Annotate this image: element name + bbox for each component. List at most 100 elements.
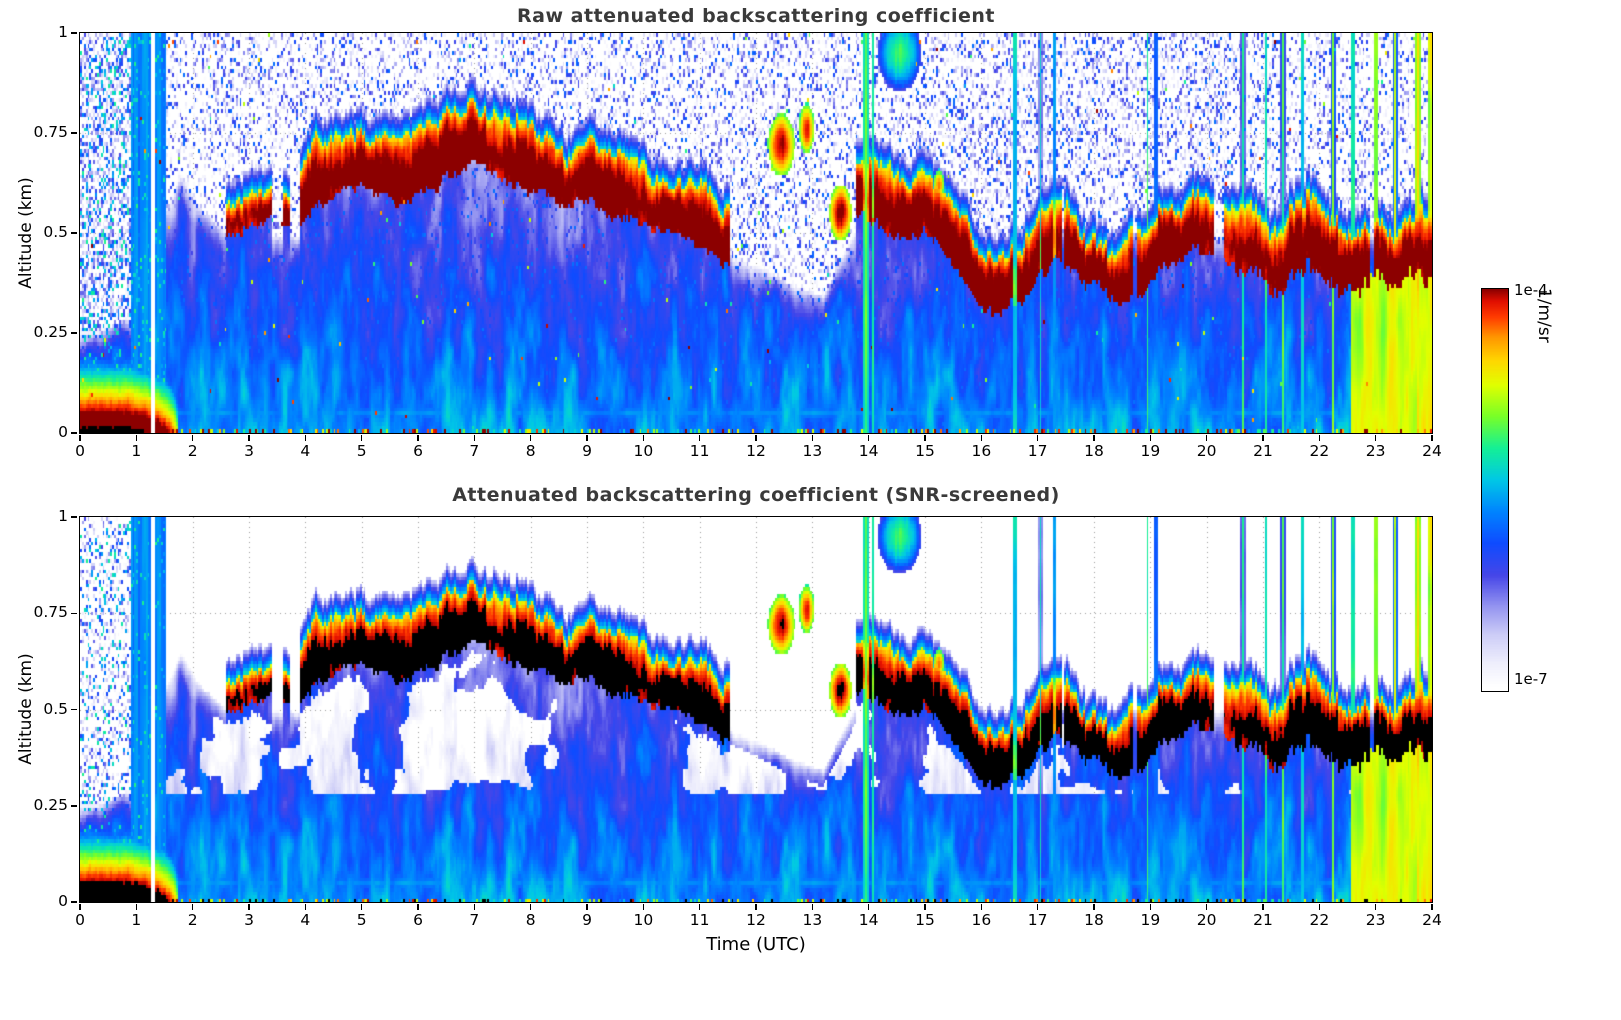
x-tick-label: 9	[582, 442, 592, 460]
x-tick-label: 15	[915, 442, 935, 460]
x-tick-label: 17	[1027, 442, 1048, 460]
x-tick-label: 13	[802, 911, 823, 929]
x-tick-label: 1	[131, 911, 142, 929]
x-tick-label: 20	[1196, 911, 1217, 929]
x-tick	[586, 903, 588, 910]
x-tick	[191, 903, 194, 910]
x-tick	[248, 903, 250, 910]
y-tick	[71, 432, 77, 434]
x-tick-label: 0	[75, 911, 85, 929]
x-tick-label: 12	[746, 911, 766, 929]
y-tick	[71, 901, 77, 903]
x-tick-label: 16	[971, 911, 992, 929]
x-tick	[135, 903, 138, 910]
x-tick	[867, 903, 870, 910]
x-tick-label: 4	[300, 911, 311, 929]
x-tick-label: 14	[858, 911, 879, 929]
x-tick-label: 23	[1365, 911, 1386, 929]
x-tick-label: 6	[413, 911, 423, 929]
x-tick	[191, 434, 194, 441]
x-tick	[586, 434, 588, 441]
x-tick-label: 18	[1084, 442, 1104, 460]
x-tick	[417, 434, 419, 441]
x-tick-label: 17	[1027, 911, 1048, 929]
x-tick-label: 7	[469, 442, 480, 460]
x-tick	[473, 903, 476, 910]
x-tick-label: 21	[1253, 911, 1273, 929]
y-tick	[71, 612, 77, 614]
x-tick	[1262, 903, 1264, 910]
x-tick	[1036, 903, 1039, 910]
screened-heatmap-canvas	[79, 516, 1432, 902]
x-tick	[135, 434, 138, 441]
y-tick	[71, 332, 77, 334]
panel-title-raw: Raw attenuated backscattering coefficien…	[517, 5, 995, 27]
x-tick-label: 11	[689, 442, 710, 460]
x-tick	[248, 434, 250, 441]
y-tick	[71, 708, 77, 711]
x-tick-label: 1	[131, 442, 142, 460]
y-tick	[71, 232, 77, 234]
x-tick	[1318, 434, 1321, 441]
x-tick-label: 23	[1365, 442, 1386, 460]
x-tick-label: 9	[582, 911, 592, 929]
x-tick	[360, 903, 363, 910]
x-tick	[980, 903, 983, 910]
x-tick-label: 2	[187, 442, 198, 460]
y-tick-label: 0.75	[33, 123, 68, 141]
x-tick-label: 3	[244, 442, 254, 460]
x-tick	[79, 903, 81, 910]
heatmap-panel-screened	[78, 515, 1433, 903]
colorbar-min-label: 1e-7	[1514, 670, 1548, 688]
x-tick-label: 3	[244, 911, 254, 929]
x-tick	[642, 903, 645, 910]
x-tick-label: 14	[858, 442, 879, 460]
x-tick	[698, 434, 701, 441]
x-tick	[79, 434, 81, 441]
x-tick	[1149, 434, 1152, 441]
x-tick	[1318, 903, 1321, 910]
x-tick	[642, 434, 645, 441]
x-tick-label: 22	[1309, 911, 1330, 929]
x-tick	[529, 903, 532, 910]
y-tick-label: 0.75	[33, 603, 68, 622]
x-tick	[417, 903, 419, 910]
colorbar-unit-label: 1/m/sr	[1534, 288, 1554, 343]
x-tick-label: 7	[469, 911, 480, 929]
x-tick-label: 10	[633, 911, 654, 929]
y-tick-label: 0.5	[43, 223, 68, 241]
panel-title-screened: Attenuated backscattering coefficient (S…	[452, 484, 1060, 506]
x-tick	[698, 903, 701, 910]
x-tick	[1431, 903, 1433, 910]
x-tick-label: 13	[802, 442, 823, 460]
x-tick	[1093, 434, 1095, 441]
x-tick-label: 4	[300, 442, 311, 460]
x-tick-label: 12	[746, 442, 766, 460]
y-tick	[71, 516, 77, 518]
x-tick	[1374, 903, 1377, 910]
x-tick	[304, 434, 307, 441]
x-tick	[304, 903, 307, 910]
x-tick-label: 10	[633, 442, 654, 460]
x-tick-label: 19	[1140, 911, 1161, 929]
x-tick	[360, 434, 363, 441]
y-tick-label: 0	[58, 423, 68, 441]
x-tick	[755, 434, 757, 441]
x-tick-label: 11	[689, 911, 710, 929]
x-tick-label: 18	[1084, 911, 1104, 929]
x-tick-label: 8	[525, 911, 536, 929]
x-tick	[867, 434, 870, 441]
y-tick-label: 1	[58, 23, 68, 41]
y-tick-label: 0.5	[43, 699, 68, 718]
x-tick	[529, 434, 532, 441]
colorbar-gradient	[1482, 289, 1508, 687]
y-tick	[71, 32, 77, 34]
x-tick	[1374, 434, 1377, 441]
heatmap-panel-raw	[78, 31, 1433, 434]
x-tick-label: 20	[1196, 442, 1217, 460]
x-tick-label: 24	[1422, 911, 1442, 929]
x-tick	[1262, 434, 1264, 441]
x-tick-label: 19	[1140, 442, 1161, 460]
raw-heatmap-canvas	[79, 32, 1432, 433]
